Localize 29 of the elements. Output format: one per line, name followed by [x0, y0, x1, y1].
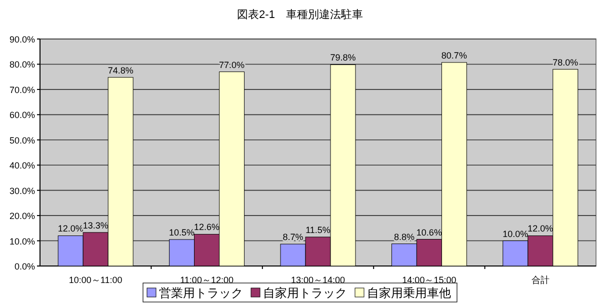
legend-label: 自家用乗用車他: [367, 286, 451, 300]
data-label: 11.5%: [306, 224, 330, 235]
data-label: 79.8%: [330, 52, 356, 63]
y-tick-label: 60.0%: [9, 110, 35, 120]
x-tick-label: 10:00～11:00: [68, 275, 122, 285]
data-label: 10.0%: [502, 228, 528, 239]
data-label: 12.0%: [58, 224, 84, 234]
y-tick-label: 80.0%: [9, 60, 35, 70]
data-label: 13.3%: [82, 220, 108, 230]
legend-label: 自家用トラック: [263, 286, 347, 300]
data-label: 74.8%: [108, 65, 134, 76]
chart-title: 図表2-1 車種別違法駐車: [237, 8, 363, 21]
x-tick-label: 14:00～15:00: [402, 275, 456, 285]
data-label: 10.5%: [169, 228, 195, 238]
data-label: 80.7%: [441, 50, 467, 60]
x-tick-label: 合計: [531, 275, 550, 285]
data-label: 8.7%: [282, 232, 304, 242]
y-tick-label: 70.0%: [9, 84, 35, 95]
y-tick-label: 40.0%: [9, 160, 35, 171]
legend-label: 営業用トラック: [159, 286, 243, 300]
data-label: 8.8%: [394, 232, 414, 242]
y-tick-label: 30.0%: [9, 186, 35, 196]
y-tick-label: 20.0%: [9, 211, 35, 222]
y-tick-label: 0.0%: [14, 262, 35, 272]
y-tick-label: 10.0%: [9, 236, 35, 246]
y-tick-label: 50.0%: [9, 135, 35, 146]
x-tick-label: 13:00～14:00: [290, 275, 346, 285]
x-tick-label: 11:00～12:00: [180, 275, 234, 285]
y-tick-label: 90.0%: [9, 34, 35, 44]
